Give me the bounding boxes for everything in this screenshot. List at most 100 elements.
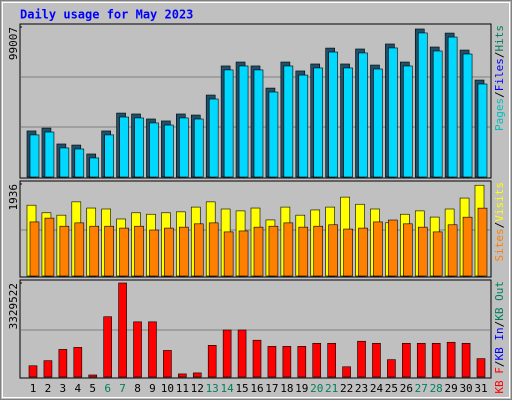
bar xyxy=(267,346,277,378)
x-tick-label: 17 xyxy=(265,382,278,395)
bar xyxy=(462,53,473,178)
x-tick-label: 28 xyxy=(430,382,443,395)
bar xyxy=(387,359,396,378)
bar xyxy=(164,124,174,178)
bar xyxy=(402,342,411,378)
bar xyxy=(298,74,309,178)
bar xyxy=(222,329,232,378)
x-tick-label: 26 xyxy=(400,382,413,395)
legend-entry: KB F xyxy=(493,367,506,394)
bar xyxy=(417,226,428,277)
legend-separator: / xyxy=(493,222,506,229)
x-tick-label: 2 xyxy=(45,382,52,395)
bar xyxy=(208,222,219,277)
bar xyxy=(373,68,383,178)
bar xyxy=(342,366,351,378)
bar xyxy=(343,67,353,178)
bar xyxy=(358,227,368,277)
bar xyxy=(343,228,353,277)
x-tick-label: 19 xyxy=(295,382,308,395)
x-tick-label: 10 xyxy=(161,382,174,395)
bar xyxy=(89,157,100,178)
x-tick-label: 31 xyxy=(474,382,487,395)
bar xyxy=(29,134,40,178)
x-tick-label: 12 xyxy=(191,382,204,395)
bar xyxy=(193,223,204,277)
bar xyxy=(104,134,114,178)
x-tick-label: 29 xyxy=(445,382,458,395)
bar xyxy=(237,329,247,378)
bar xyxy=(118,282,127,378)
bar xyxy=(447,36,458,178)
bar xyxy=(44,217,55,277)
bar xyxy=(223,231,234,277)
bar xyxy=(358,52,368,178)
bar xyxy=(104,225,114,277)
bar xyxy=(357,340,366,378)
bar xyxy=(207,345,217,378)
bar xyxy=(148,321,157,378)
x-tick-label: 9 xyxy=(149,382,156,395)
bar xyxy=(149,122,159,178)
bar xyxy=(476,358,486,378)
y-tick-label: 99007 xyxy=(7,27,20,60)
x-tick-label: 1 xyxy=(30,382,37,395)
bar xyxy=(298,226,309,277)
bar xyxy=(388,47,398,178)
bar xyxy=(477,83,488,178)
bar xyxy=(89,225,100,277)
legend-separator: / xyxy=(493,361,506,368)
bar xyxy=(268,91,279,178)
bar xyxy=(74,148,85,178)
x-tick-label: 20 xyxy=(310,382,323,395)
bar xyxy=(163,350,172,378)
x-tick-label: 8 xyxy=(134,382,141,395)
bar xyxy=(134,225,144,277)
y-tick-label: 3329522 xyxy=(7,283,20,329)
bar xyxy=(223,69,234,178)
x-tick-label: 27 xyxy=(415,382,428,395)
x-tick-label: 7 xyxy=(119,382,126,395)
bar xyxy=(388,219,398,277)
legend-separator: / xyxy=(493,91,506,98)
bar xyxy=(192,372,202,378)
legend-entry: KB Out xyxy=(493,281,506,321)
legend: Pages/Files/Hits xyxy=(493,25,506,131)
x-tick-label: 23 xyxy=(355,382,368,395)
legend-entry: Visits xyxy=(493,182,506,222)
x-tick-label: 21 xyxy=(325,382,338,395)
x-tick-label: 22 xyxy=(340,382,353,395)
bar xyxy=(432,50,443,178)
bar xyxy=(431,342,441,378)
legend: Sites/Visits xyxy=(493,182,506,262)
bar xyxy=(268,225,279,277)
legend-entry: KB In xyxy=(493,327,506,360)
bar xyxy=(461,342,471,378)
x-tick-label: 24 xyxy=(370,382,384,395)
bar xyxy=(179,226,189,277)
bar xyxy=(179,117,189,178)
bar xyxy=(29,221,40,277)
bar xyxy=(238,65,249,178)
bar xyxy=(43,360,53,378)
bar xyxy=(208,98,219,178)
x-tick-label: 6 xyxy=(104,382,111,395)
bar xyxy=(73,347,83,378)
bar xyxy=(178,373,187,378)
bar xyxy=(477,207,488,277)
bar xyxy=(283,222,294,277)
y-tick-label: 1936 xyxy=(7,184,20,211)
bar xyxy=(282,346,292,378)
bar xyxy=(373,221,383,277)
bar xyxy=(28,365,38,378)
bar xyxy=(403,223,413,277)
x-tick-label: 5 xyxy=(89,382,96,395)
bar xyxy=(432,231,443,277)
bar xyxy=(416,342,426,378)
bar xyxy=(193,118,204,178)
legend-entry: Files xyxy=(493,58,506,91)
bar xyxy=(253,69,264,178)
bar xyxy=(417,32,428,178)
x-tick-label: 18 xyxy=(280,382,293,395)
